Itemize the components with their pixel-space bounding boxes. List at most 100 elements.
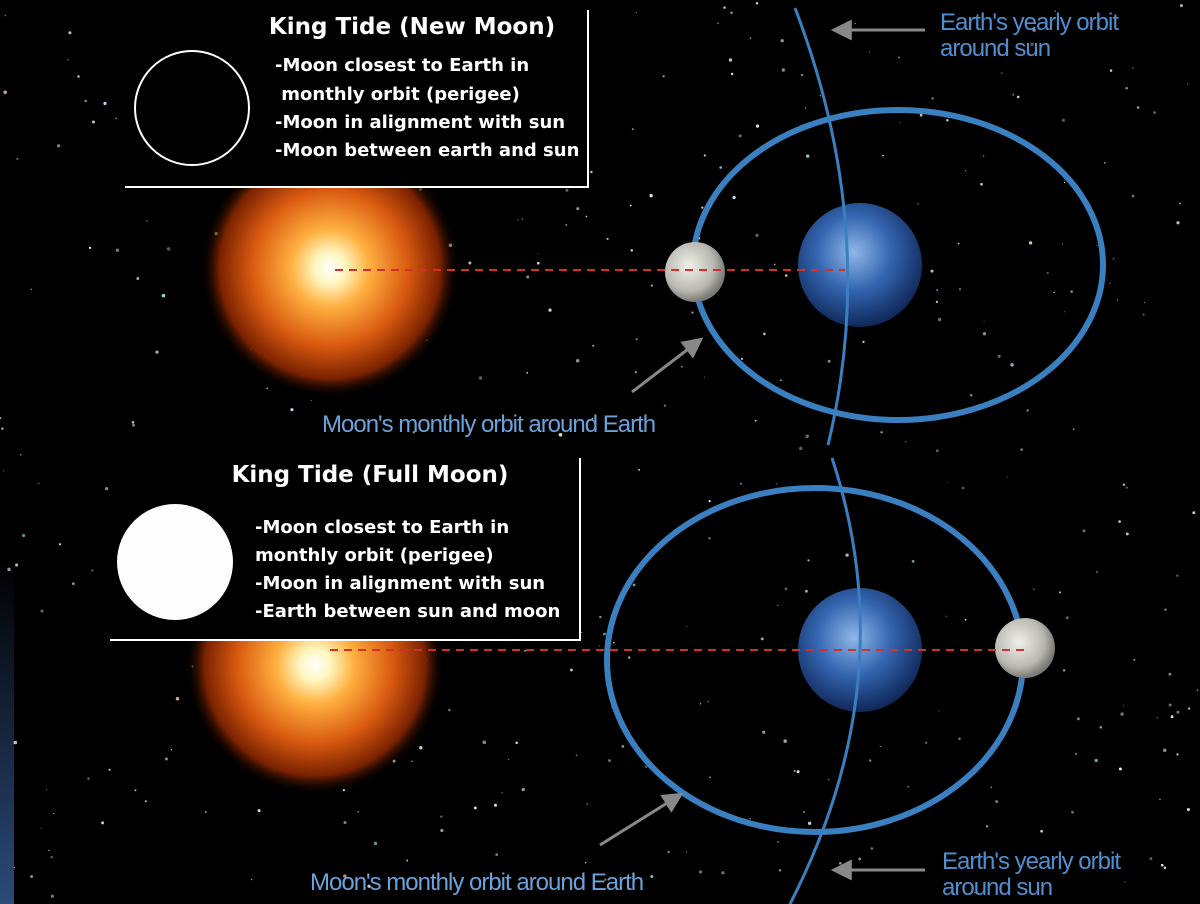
star (1026, 409, 1030, 412)
star (166, 247, 171, 251)
star (575, 754, 578, 757)
star (699, 703, 702, 705)
star (50, 894, 54, 898)
star (1062, 669, 1066, 672)
star (1061, 118, 1066, 122)
star (592, 344, 595, 347)
star (1118, 520, 1121, 523)
star (1179, 202, 1181, 205)
star (699, 870, 703, 874)
star (1133, 658, 1136, 661)
star (1176, 753, 1179, 756)
star (634, 371, 637, 374)
star (945, 615, 947, 617)
star (854, 22, 856, 25)
star (204, 811, 207, 813)
star (606, 237, 609, 240)
moon (665, 242, 725, 302)
star (144, 800, 147, 803)
star (631, 128, 634, 131)
arrow (599, 792, 684, 847)
star (650, 284, 653, 287)
star (904, 440, 907, 443)
star (608, 759, 611, 763)
star (703, 154, 706, 157)
star (862, 340, 865, 344)
star (1040, 829, 1043, 833)
star (468, 261, 472, 265)
star (755, 124, 760, 128)
star (723, 6, 726, 9)
star (412, 431, 415, 434)
star (91, 120, 96, 124)
star (686, 625, 688, 628)
star (805, 107, 807, 109)
star (681, 365, 683, 368)
star (603, 632, 606, 636)
star (1095, 571, 1099, 574)
star (1075, 752, 1078, 755)
star (473, 806, 477, 810)
star (494, 803, 497, 807)
star (1168, 703, 1172, 707)
star (585, 215, 588, 218)
star (1176, 221, 1180, 225)
star (48, 849, 50, 852)
star (524, 649, 526, 652)
star (919, 113, 923, 117)
bullet: monthly orbit (perigee) (275, 84, 520, 105)
star (969, 393, 973, 397)
star (13, 740, 18, 745)
star (495, 853, 499, 856)
star (783, 739, 787, 743)
star (343, 874, 347, 878)
info-box (125, 0, 588, 187)
star (146, 220, 148, 222)
star (72, 582, 75, 586)
star (869, 51, 871, 53)
star (1, 427, 4, 430)
star (15, 563, 19, 567)
star (930, 269, 934, 273)
star (980, 182, 983, 186)
star (136, 277, 140, 280)
new-moon-icon (134, 50, 250, 166)
star (800, 73, 804, 77)
star (1131, 194, 1135, 198)
star (1122, 483, 1126, 486)
star (650, 875, 654, 878)
star (965, 170, 967, 172)
star (419, 746, 423, 750)
star (45, 788, 48, 790)
sun (200, 138, 460, 398)
star (807, 821, 812, 825)
earth-orbit (788, 457, 862, 904)
star (1071, 810, 1074, 814)
star (584, 861, 587, 864)
star (784, 587, 788, 591)
star (935, 449, 939, 453)
star (558, 433, 563, 437)
star (164, 757, 168, 761)
star (827, 778, 830, 781)
star (755, 2, 759, 5)
star (565, 224, 568, 226)
star (780, 379, 782, 382)
bullet: -Earth between sun and moon (255, 601, 560, 622)
arrow (631, 337, 704, 394)
star (635, 12, 637, 14)
star (1072, 428, 1075, 430)
star (754, 419, 757, 422)
star (803, 811, 805, 813)
bullet: -Moon in alignment with sun (275, 112, 565, 133)
full-moon-icon (117, 504, 233, 620)
star (1020, 448, 1024, 451)
star (638, 468, 641, 471)
star (907, 785, 910, 788)
star (526, 275, 530, 279)
star (870, 847, 874, 850)
star (898, 56, 900, 59)
star (806, 154, 810, 158)
star (777, 841, 779, 843)
